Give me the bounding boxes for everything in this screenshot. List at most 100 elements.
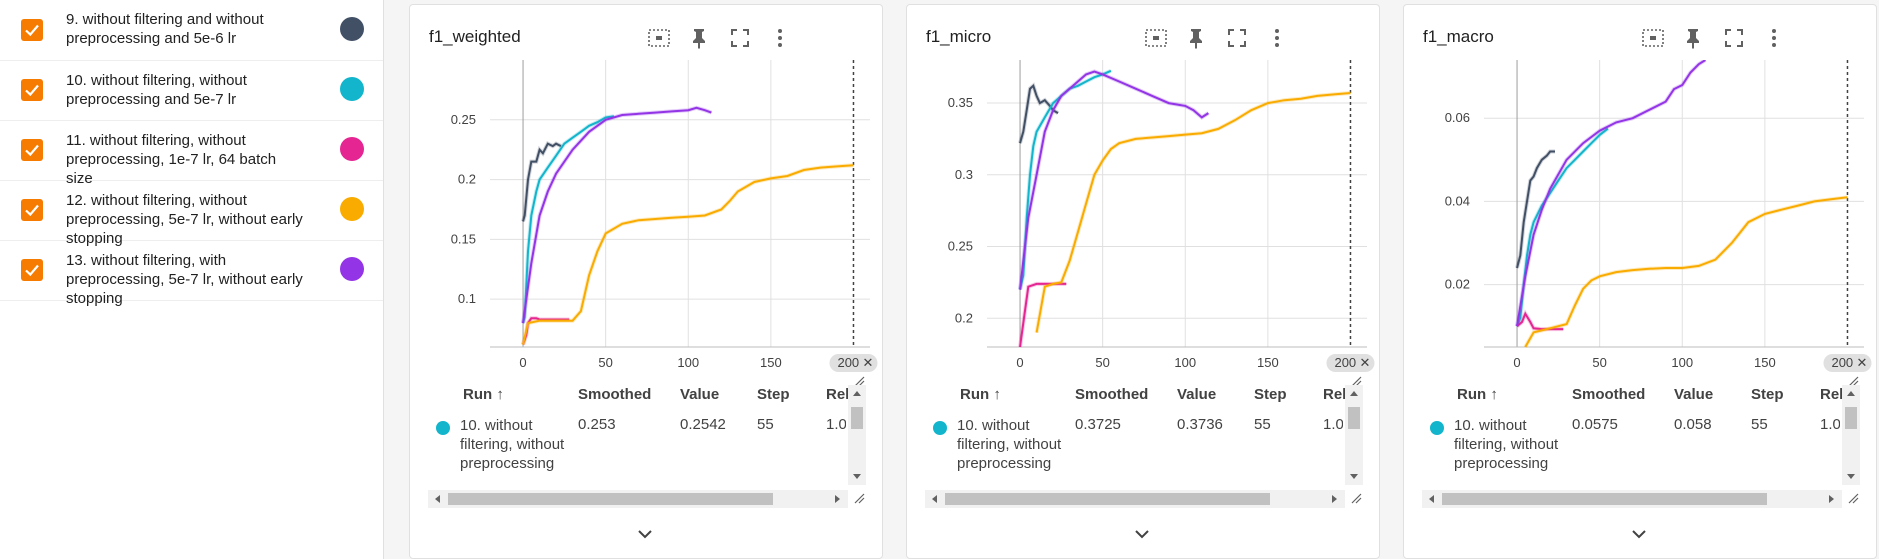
pin-icon[interactable] bbox=[1679, 23, 1709, 53]
table-header-run[interactable]: Run ↑ bbox=[463, 386, 504, 403]
step-marker-close-icon[interactable]: ✕ bbox=[1856, 355, 1867, 370]
table-header-run[interactable]: Run ↑ bbox=[1457, 386, 1498, 403]
table-vertical-scrollbar[interactable] bbox=[1345, 385, 1363, 485]
run-item-9[interactable]: 9. without filtering and without preproc… bbox=[0, 0, 383, 61]
step-marker-close-icon[interactable]: ✕ bbox=[1359, 355, 1370, 370]
run-color-swatch[interactable] bbox=[340, 137, 364, 161]
pin-icon[interactable] bbox=[1182, 23, 1212, 53]
line-chart[interactable]: 0 50 100 150 0.1 0.15 0.2 0.25 200 ✕ bbox=[410, 60, 884, 380]
fullscreen-icon[interactable] bbox=[725, 23, 755, 53]
expand-chevron-down-icon[interactable] bbox=[1133, 527, 1151, 545]
table-header-step[interactable]: Step bbox=[1751, 386, 1784, 403]
series-line bbox=[522, 115, 615, 324]
series-raw-line bbox=[1515, 60, 1707, 327]
y-tick-label: 0.04 bbox=[1445, 193, 1470, 208]
scroll-down-icon[interactable] bbox=[1349, 473, 1359, 481]
y-tick-label: 0.2 bbox=[955, 310, 973, 325]
run-checkbox[interactable] bbox=[21, 259, 43, 281]
resize-handle-icon[interactable] bbox=[1350, 491, 1362, 509]
table-header-smoothed[interactable]: Smoothed bbox=[578, 386, 652, 403]
runs-panel: 9. without filtering and without preproc… bbox=[0, 0, 384, 559]
scroll-left-icon[interactable] bbox=[433, 494, 441, 504]
table-cell-value: 0.058 bbox=[1674, 416, 1712, 433]
series-line bbox=[1019, 69, 1112, 290]
scroll-down-icon[interactable] bbox=[852, 473, 862, 481]
more-vert-icon[interactable] bbox=[1759, 23, 1789, 53]
scroll-down-icon[interactable] bbox=[1846, 473, 1856, 481]
y-tick-label: 0.2 bbox=[458, 172, 476, 187]
table-header-run[interactable]: Run ↑ bbox=[960, 386, 1001, 403]
run-color-swatch[interactable] bbox=[340, 197, 364, 221]
table-header-smoothed[interactable]: Smoothed bbox=[1572, 386, 1646, 403]
more-vert-icon[interactable] bbox=[1262, 23, 1292, 53]
checkmark-icon bbox=[25, 24, 39, 37]
series-line bbox=[522, 106, 712, 324]
series-raw-line bbox=[521, 114, 615, 324]
fullscreen-icon[interactable] bbox=[1719, 23, 1749, 53]
step-marker-chip bbox=[1326, 354, 1375, 372]
table-header-value[interactable]: Value bbox=[1177, 386, 1217, 403]
series-line bbox=[1516, 60, 1706, 327]
step-marker-label: 200 bbox=[1334, 355, 1356, 370]
resize-handle-icon[interactable] bbox=[853, 491, 865, 509]
line-chart[interactable]: 0 50 100 150 0.02 0.04 0.06 200 ✕ bbox=[1404, 60, 1878, 380]
run-item-11[interactable]: 11. without filtering, without preproces… bbox=[0, 120, 383, 187]
scroll-left-icon[interactable] bbox=[1427, 494, 1435, 504]
more-vert-icon[interactable] bbox=[765, 23, 795, 53]
expand-chevron-down-icon[interactable] bbox=[636, 527, 654, 545]
expand-chevron-down-icon[interactable] bbox=[1630, 527, 1648, 545]
series-raw-line bbox=[1515, 127, 1610, 327]
table-header-value[interactable]: Value bbox=[1674, 386, 1714, 403]
table-vertical-scrollbar[interactable] bbox=[1842, 385, 1860, 485]
scroll-up-icon[interactable] bbox=[852, 389, 862, 397]
scroll-up-icon[interactable] bbox=[1846, 389, 1856, 397]
step-marker-close-icon[interactable]: ✕ bbox=[862, 355, 873, 370]
table-cell-run: 10. without filtering, without preproces… bbox=[1454, 417, 1559, 472]
fit-domain-icon[interactable] bbox=[644, 23, 674, 53]
fit-domain-icon[interactable] bbox=[1141, 23, 1171, 53]
run-color-swatch[interactable] bbox=[340, 17, 364, 41]
run-item-13[interactable]: 13. without filtering, with preprocessin… bbox=[0, 240, 383, 307]
table-vertical-scrollbar[interactable] bbox=[848, 385, 866, 485]
checkmark-icon bbox=[25, 84, 39, 97]
table-cell-step: 55 bbox=[1254, 416, 1271, 433]
scalar-card-f1-macro: f1_macro 0 50 100 150 0.02 0.04 0.06 200 ✕ Run ↑ Sm… bbox=[1403, 4, 1877, 559]
run-item-10[interactable]: 10. without filtering, without preproces… bbox=[0, 60, 383, 121]
table-horizontal-scrollbar[interactable] bbox=[925, 490, 1345, 508]
table-header-rel[interactable]: Rel bbox=[1323, 386, 1347, 403]
scroll-right-icon[interactable] bbox=[1828, 494, 1836, 504]
table-header-rel[interactable]: Rel bbox=[826, 386, 850, 403]
run-checkbox[interactable] bbox=[21, 199, 43, 221]
run-color-swatch[interactable] bbox=[340, 77, 364, 101]
run-color-dot bbox=[1430, 421, 1444, 435]
line-chart[interactable]: 0 50 100 150 0.2 0.25 0.3 0.35 200 ✕ bbox=[907, 60, 1381, 380]
scroll-right-icon[interactable] bbox=[834, 494, 842, 504]
resize-handle-icon[interactable] bbox=[1847, 491, 1859, 509]
run-checkbox[interactable] bbox=[21, 79, 43, 101]
table-header-rel[interactable]: Rel bbox=[1820, 386, 1844, 403]
y-tick-label: 0.1 bbox=[458, 291, 476, 306]
run-checkbox[interactable] bbox=[21, 139, 43, 161]
scroll-right-icon[interactable] bbox=[1331, 494, 1339, 504]
table-header-step[interactable]: Step bbox=[757, 386, 790, 403]
table-horizontal-scrollbar[interactable] bbox=[1422, 490, 1842, 508]
run-checkbox[interactable] bbox=[21, 19, 43, 41]
scroll-up-icon[interactable] bbox=[1349, 389, 1359, 397]
run-item-12[interactable]: 12. without filtering, without preproces… bbox=[0, 180, 383, 247]
table-header-step[interactable]: Step bbox=[1254, 386, 1287, 403]
series-line bbox=[1516, 311, 1564, 331]
table-header-value[interactable]: Value bbox=[680, 386, 720, 403]
run-color-swatch[interactable] bbox=[340, 257, 364, 281]
x-tick-label: 0 bbox=[519, 355, 526, 370]
pin-icon[interactable] bbox=[685, 23, 715, 53]
scroll-left-icon[interactable] bbox=[930, 494, 938, 504]
x-tick-label: 100 bbox=[1671, 355, 1693, 370]
fit-domain-icon[interactable] bbox=[1638, 23, 1668, 53]
series-line bbox=[522, 164, 854, 345]
fullscreen-icon[interactable] bbox=[1222, 23, 1252, 53]
table-horizontal-scrollbar[interactable] bbox=[428, 490, 848, 508]
table-cell-smoothed: 0.3725 bbox=[1075, 416, 1121, 433]
run-label: 10. without filtering, without preproces… bbox=[66, 72, 247, 108]
table-header-smoothed[interactable]: Smoothed bbox=[1075, 386, 1149, 403]
x-tick-label: 100 bbox=[677, 355, 699, 370]
